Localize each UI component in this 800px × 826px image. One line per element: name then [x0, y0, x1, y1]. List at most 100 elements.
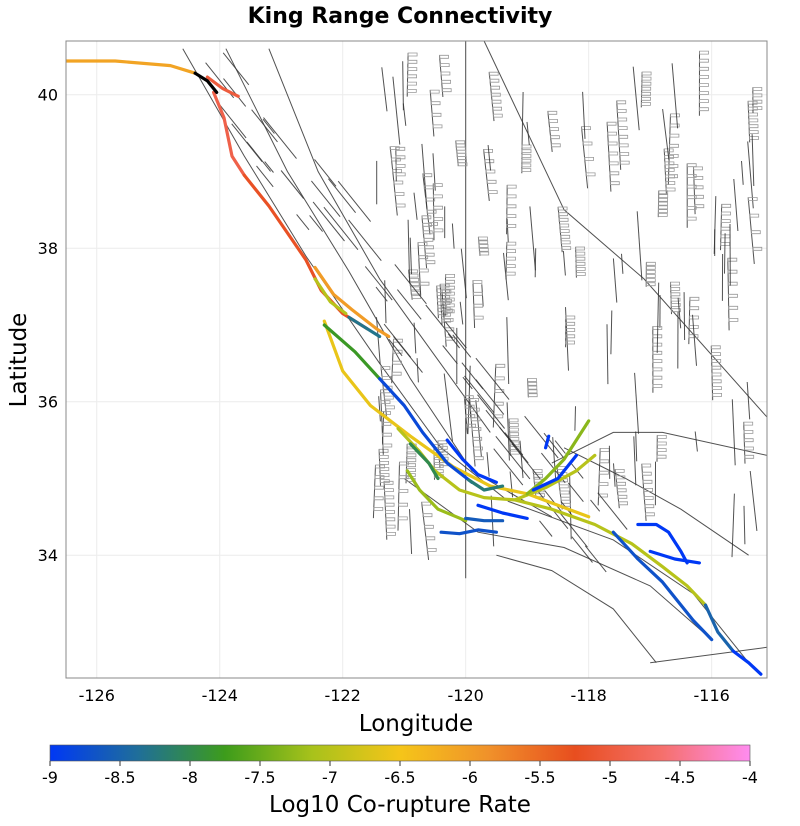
fault-trace: [633, 436, 637, 486]
y-tick-label: 34: [38, 546, 58, 565]
dip-ladder: [616, 100, 630, 165]
fault-trace: [487, 145, 492, 171]
fault-trace: [567, 482, 584, 503]
dip-ladder: [463, 395, 476, 428]
fault-trace: [459, 301, 464, 325]
fault-trace: [323, 206, 359, 251]
x-axis-ticks: -126 -124 -122 -120 -118 -116: [79, 686, 730, 705]
rupture-section: [439, 528, 498, 536]
fault-trace: [425, 304, 453, 339]
dip-ladder: [752, 87, 763, 110]
fault-trace: [409, 509, 413, 555]
rupture-section: [445, 438, 498, 484]
dip-ladder: [380, 366, 395, 410]
dip-ladder: [380, 389, 393, 448]
fault-trace: [584, 545, 607, 573]
dip-ladder: [606, 121, 620, 186]
dip-ladder: [469, 398, 484, 461]
fault-trace: [464, 375, 495, 414]
dip-ladder: [641, 71, 652, 106]
dip-ladder: [565, 315, 576, 345]
fault-trace: [378, 396, 381, 422]
dip-ladder: [657, 190, 669, 217]
dip-ladder: [699, 50, 709, 112]
y-tick-label: 38: [38, 239, 58, 258]
dip-ladder: [439, 54, 452, 93]
rupture-section: [544, 434, 551, 450]
fault-trace: [263, 117, 297, 159]
fault-trace: [694, 431, 698, 452]
dip-ladder: [383, 480, 396, 536]
fault-trace: [461, 362, 484, 390]
dip-ladder: [641, 463, 655, 517]
dip-ladder: [483, 149, 498, 194]
fault-trace: [407, 219, 411, 284]
fault-trace: [632, 66, 640, 131]
dip-ladder: [508, 418, 520, 455]
rupture-section: [322, 323, 382, 381]
chart-title: King Range Connectivity: [248, 4, 553, 29]
rupture-section: [476, 503, 529, 520]
fault-trace: [650, 646, 767, 664]
rupture-section: [464, 516, 505, 523]
rupture-section: [212, 90, 246, 177]
x-tick-label: -124: [202, 686, 238, 705]
fault-trace: [388, 338, 403, 357]
rupture-section: [408, 442, 440, 481]
dip-ladder: [472, 280, 484, 320]
fault-trace: [559, 512, 588, 548]
dip-ladder: [652, 326, 663, 388]
dip-ladder: [747, 100, 759, 140]
fault-trace: [397, 289, 422, 320]
fault-trace: [485, 409, 515, 447]
rupture-section: [525, 419, 591, 496]
colorbar-tick-label: -4: [742, 768, 758, 787]
fault-trace: [612, 258, 618, 303]
fault-trace: [462, 376, 473, 390]
dip-ladder: [645, 261, 656, 287]
fault-trace: [731, 493, 735, 558]
fault-trace: [314, 159, 337, 187]
fault-trace: [477, 394, 505, 429]
fault-trace: [621, 253, 624, 274]
dip-ladder: [668, 113, 680, 179]
fault-trace: [397, 461, 400, 531]
fault-trace: [751, 134, 755, 187]
fault-trace: [496, 554, 657, 664]
fault-trace: [683, 292, 686, 341]
fault-trace: [511, 442, 541, 480]
fault-trace: [328, 178, 356, 214]
dip-ladder: [422, 173, 438, 226]
rupture-section: [347, 315, 382, 339]
dip-ladder: [506, 184, 517, 228]
x-tick-label: -126: [79, 686, 115, 705]
fault-trace: [743, 505, 746, 545]
fault-trace: [677, 297, 682, 329]
fault-trace: [311, 180, 341, 218]
fault-trace: [571, 536, 593, 563]
dip-ladder: [656, 435, 667, 459]
y-tick-label: 36: [38, 393, 58, 412]
dip-ladder: [378, 448, 390, 483]
rupture-section: [648, 549, 701, 565]
colorbar-tick-label: -6.5: [384, 768, 415, 787]
fault-trace: [460, 248, 467, 299]
fault-trace: [384, 280, 387, 324]
dip-ladder: [720, 203, 732, 246]
dip-ladder: [444, 274, 455, 314]
y-tick-label: 40: [38, 86, 58, 105]
rupture-sections: [66, 59, 763, 676]
fault-trace: [447, 333, 460, 349]
fault-trace: [534, 248, 537, 278]
fault-trace: [524, 415, 559, 459]
fault-trace: [246, 141, 271, 172]
dip-ladder: [547, 110, 561, 148]
fault-trace: [671, 63, 679, 129]
fault-trace: [582, 91, 586, 139]
dip-ladder: [521, 144, 532, 172]
dip-ladder: [455, 140, 468, 167]
fault-trace: [493, 448, 524, 486]
fault-trace: [222, 52, 250, 86]
fault-trace: [364, 266, 393, 301]
fault-trace: [467, 365, 471, 435]
